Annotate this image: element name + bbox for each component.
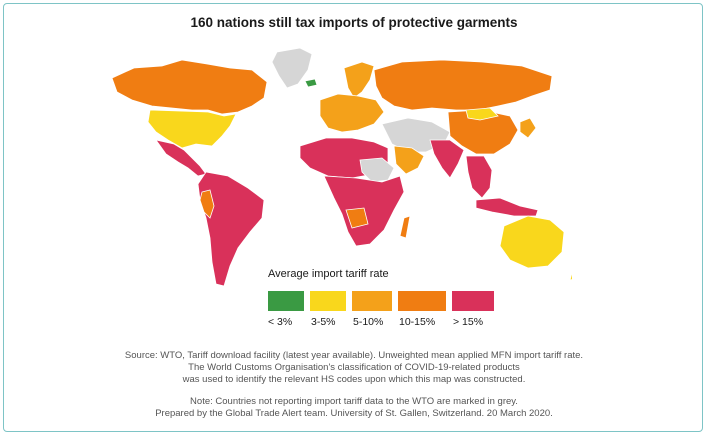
note-line-1: Note: Countries not reporting import tar… <box>190 396 518 407</box>
source-line-2: The World Customs Organisation's classif… <box>188 362 520 373</box>
madagascar-region <box>399 215 411 239</box>
map-title: 160 nations still tax imports of protect… <box>190 15 518 30</box>
legend-label-10-15: 10-15% <box>399 316 436 328</box>
sahel-region <box>359 157 395 183</box>
europe-region <box>319 93 385 133</box>
southeast-asia-region <box>465 155 493 199</box>
andean-region <box>199 189 215 219</box>
world-map <box>112 47 572 287</box>
mongolia-region <box>465 107 499 121</box>
legend-swatch-5-10 <box>352 291 392 311</box>
greenland-region <box>271 47 313 89</box>
usa-region <box>147 109 237 149</box>
south-asia-region <box>429 139 465 179</box>
russia-region <box>373 59 553 111</box>
legend-label-lt3: < 3% <box>268 316 293 328</box>
legend-swatch-10-15 <box>398 291 446 311</box>
legend-label-5-10: 5-10% <box>353 316 384 328</box>
source-line-1: Source: WTO, Tariff download facility (l… <box>124 350 584 361</box>
legend-label-gt15: > 15% <box>453 316 484 328</box>
australia-region <box>499 215 565 269</box>
arabia-region <box>393 145 425 175</box>
note-line-2: Prepared by the Global Trade Alert team.… <box>155 408 553 419</box>
northern-europe-region <box>343 61 375 99</box>
china-region <box>447 109 519 155</box>
south-america-region <box>197 171 265 287</box>
legend-label-3-5: 3-5% <box>311 316 336 328</box>
legend-swatch-3-5 <box>310 291 346 311</box>
source-line-3: was used to identify the relevant HS cod… <box>182 374 526 385</box>
iceland-region <box>304 78 318 88</box>
legend-swatch-lt3 <box>268 291 304 311</box>
legend-swatch-gt15 <box>452 291 494 311</box>
angola-region <box>345 207 369 229</box>
new-zealand-region <box>569 271 572 281</box>
canada-region <box>112 59 268 115</box>
legend-title: Average import tariff rate <box>268 268 389 280</box>
east-asia-islands-region <box>519 117 537 139</box>
indonesia-region <box>475 197 539 217</box>
